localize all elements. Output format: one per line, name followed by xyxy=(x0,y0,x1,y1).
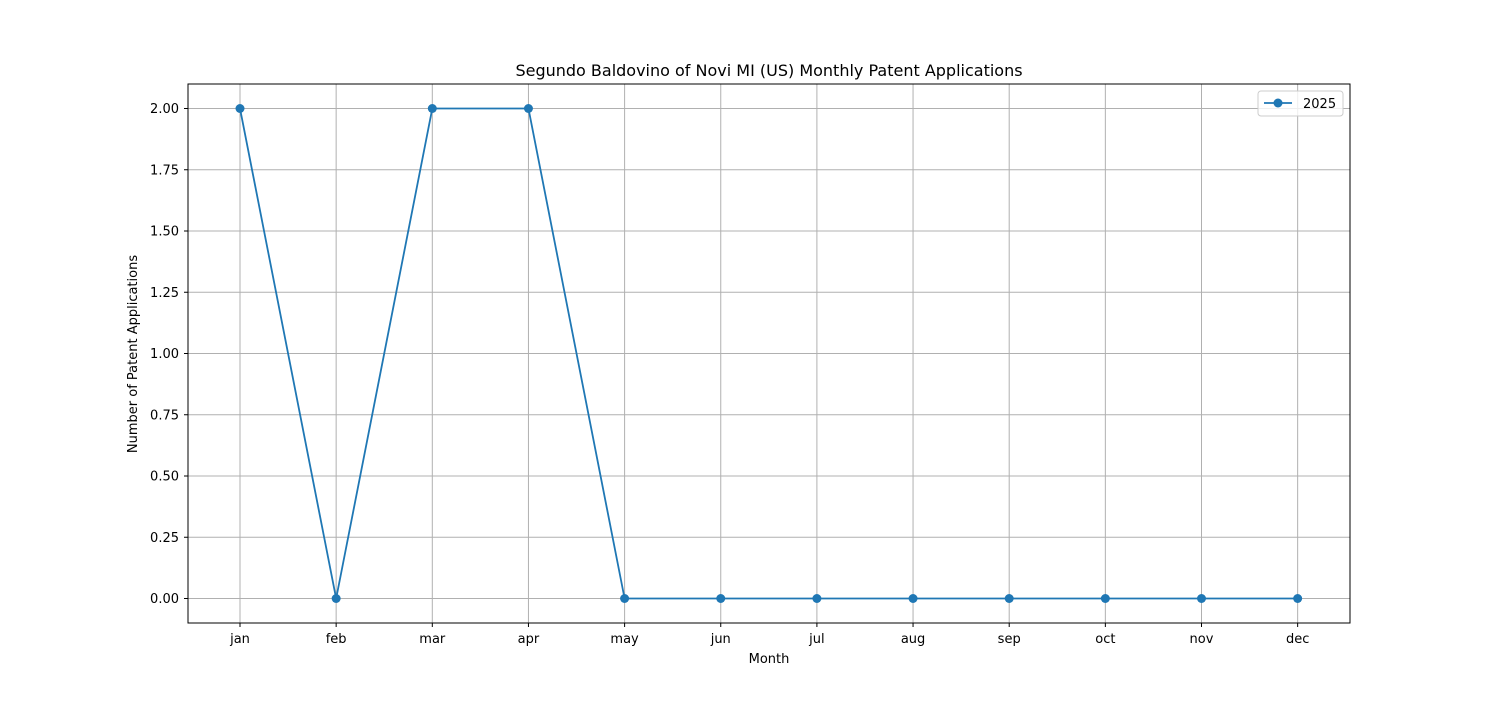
data-point-jan xyxy=(236,104,245,113)
x-tick-label-mar: mar xyxy=(419,632,446,647)
legend-label-2025: 2025 xyxy=(1303,97,1336,112)
x-tick-label-oct: oct xyxy=(1095,632,1115,647)
data-point-sep xyxy=(1005,594,1014,603)
x-tick-label-jan: jan xyxy=(229,632,250,647)
data-point-dec xyxy=(1293,594,1302,603)
data-point-jun xyxy=(716,594,725,603)
data-point-jul xyxy=(812,594,821,603)
x-axis-label: Month xyxy=(749,652,790,667)
legend: 2025 xyxy=(1258,91,1343,116)
data-point-nov xyxy=(1197,594,1206,603)
data-point-apr xyxy=(524,104,533,113)
y-tick-label-1.50: 1.50 xyxy=(150,225,179,240)
y-tick-label-0.25: 0.25 xyxy=(150,531,179,546)
x-tick-label-feb: feb xyxy=(326,632,347,647)
y-tick-label-1.25: 1.25 xyxy=(150,286,179,301)
y-tick-label-0.50: 0.50 xyxy=(150,470,179,485)
x-tick-label-sep: sep xyxy=(998,632,1021,647)
axis-ticks: jan feb mar apr may jun jul aug sep oct nov dec 0.00… xyxy=(150,102,1309,647)
data-point-may xyxy=(620,594,629,603)
x-tick-label-aug: aug xyxy=(901,632,925,647)
x-tick-label-apr: apr xyxy=(518,632,540,647)
data-point-oct xyxy=(1101,594,1110,603)
grid xyxy=(188,84,1350,623)
x-tick-label-jul: jul xyxy=(808,632,824,647)
y-tick-label-1.00: 1.00 xyxy=(150,347,179,362)
y-tick-label-2.00: 2.00 xyxy=(150,102,179,117)
y-tick-label-0.00: 0.00 xyxy=(150,592,179,607)
y-tick-label-1.75: 1.75 xyxy=(150,163,179,178)
y-tick-label-0.75: 0.75 xyxy=(150,408,179,423)
x-tick-label-jun: jun xyxy=(710,632,731,647)
chart-title: Segundo Baldovino of Novi MI (US) Monthl… xyxy=(515,61,1022,80)
data-point-feb xyxy=(332,594,341,603)
y-axis-label: Number of Patent Applications xyxy=(126,255,141,453)
data-point-mar xyxy=(428,104,437,113)
x-tick-label-may: may xyxy=(610,632,639,647)
data-point-aug xyxy=(909,594,918,603)
legend-marker-swatch xyxy=(1274,99,1283,108)
x-tick-label-nov: nov xyxy=(1190,632,1214,647)
x-tick-label-dec: dec xyxy=(1286,632,1309,647)
